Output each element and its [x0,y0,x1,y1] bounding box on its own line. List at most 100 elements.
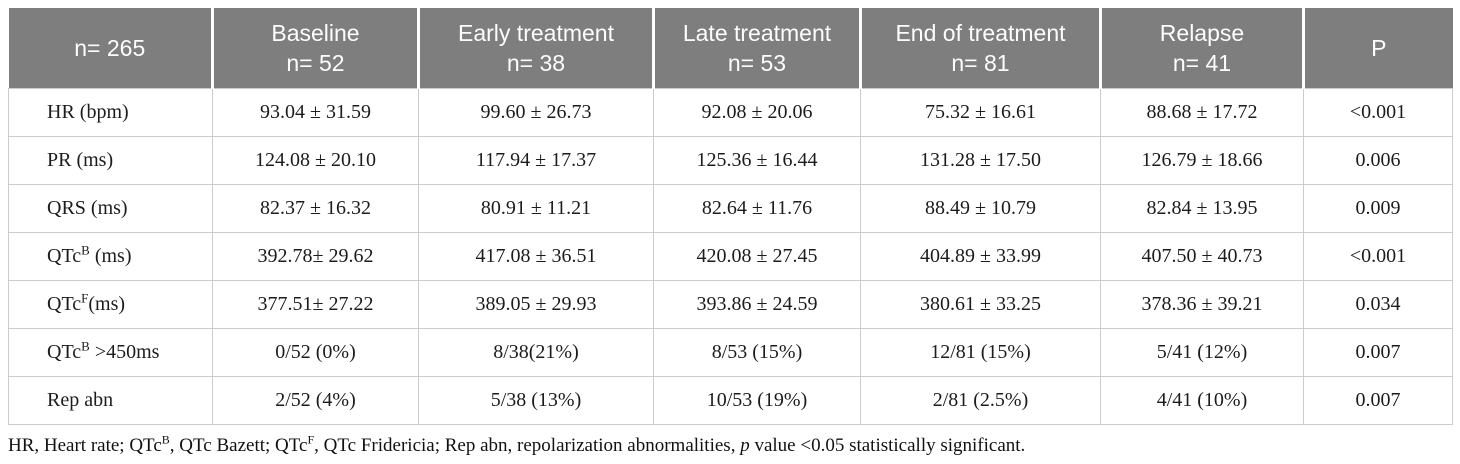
row-label: Rep abn [8,376,213,425]
row-label: QTcB (ms) [8,232,213,281]
cell-value: 407.50 ± 40.73 [1100,232,1304,281]
header-line: Early treatment [458,19,614,46]
cell-value: 82.84 ± 13.95 [1100,184,1304,233]
row-label: PR (ms) [8,136,213,185]
header-line: P [1371,34,1387,61]
cell-p-value: <0.001 [1303,88,1453,137]
row-label-text: QTc [47,293,82,315]
cell-value: 126.79 ± 18.66 [1100,136,1304,185]
cell-value: 404.89 ± 33.99 [860,232,1101,281]
table-body: HR (bpm) 93.04 ± 31.59 99.60 ± 26.73 92.… [8,88,1453,425]
header-row: n= 265 Baseline n= 52 Early treatment n=… [8,8,1453,89]
cell-p-value: 0.034 [1303,280,1453,329]
row-label: QTcF(ms) [8,280,213,329]
header-line: Baseline [271,19,360,46]
footnote-sup-b: B [161,432,170,447]
header-line: Late treatment [682,19,832,46]
table-row-pr: PR (ms) 124.08 ± 20.10 117.94 ± 17.37 12… [8,136,1453,185]
header-cell-end-of-treatment: End of treatment n= 81 [859,8,1101,89]
row-label: QTcB >450ms [8,328,213,377]
cell-value: 2/52 (4%) [212,376,419,425]
header-cell-relapse: Relapse n= 41 [1099,8,1304,89]
table-row-qtcf: QTcF(ms) 377.51± 27.22 389.05 ± 29.93 39… [8,280,1453,329]
ecg-parameters-table: n= 265 Baseline n= 52 Early treatment n=… [8,8,1453,425]
row-label: HR (bpm) [8,88,213,137]
cell-p-value: <0.001 [1303,232,1453,281]
cell-value: 92.08 ± 20.06 [653,88,861,137]
cell-value: 10/53 (19%) [653,376,861,425]
cell-value: 380.61 ± 33.25 [860,280,1101,329]
header-cell-early-treatment: Early treatment n= 38 [417,8,654,89]
cell-value: 99.60 ± 26.73 [418,88,654,137]
row-label-sup: B [81,242,90,258]
footnote-italic-p: p [740,435,750,456]
cell-value: 420.08 ± 27.45 [653,232,861,281]
row-label-sup: F [81,290,89,306]
cell-value: 389.05 ± 29.93 [418,280,654,329]
table-row-rep-abn: Rep abn 2/52 (4%) 5/38 (13%) 10/53 (19%)… [8,376,1453,425]
cell-p-value: 0.009 [1303,184,1453,233]
row-label-text: PR (ms) [47,149,114,171]
table-row-hr: HR (bpm) 93.04 ± 31.59 99.60 ± 26.73 92.… [8,88,1453,137]
cell-value: 417.08 ± 36.51 [418,232,654,281]
cell-value: 0/52 (0%) [212,328,419,377]
header-cell-baseline: Baseline n= 52 [211,8,419,89]
header-cell-late-treatment: Late treatment n= 53 [652,8,861,89]
cell-value: 125.36 ± 16.44 [653,136,861,185]
table-row-qtcb: QTcB (ms) 392.78± 29.62 417.08 ± 36.51 4… [8,232,1453,281]
cell-value: 75.32 ± 16.61 [860,88,1101,137]
cell-value: 80.91 ± 11.21 [418,184,654,233]
header-line: n= 53 [727,50,787,76]
row-label-text: HR (bpm) [47,101,129,123]
row-label-text: (ms) [88,293,126,315]
table-header: n= 265 Baseline n= 52 Early treatment n=… [8,8,1453,89]
header-line: End of treatment [895,19,1066,46]
header-line: n= 265 [74,34,146,61]
row-label: QRS (ms) [8,184,213,233]
header-cell-p-value: P [1302,8,1453,89]
table-footnote: HR, Heart rate; QTcB, QTc Bazett; QTcF, … [8,432,1452,457]
footnote-text: , QTc Bazett; QTc [169,435,308,456]
cell-p-value: 0.006 [1303,136,1453,185]
cell-value: 124.08 ± 20.10 [212,136,419,185]
header-line: n= 81 [951,50,1010,76]
cell-value: 131.28 ± 17.50 [860,136,1101,185]
cell-value: 393.86 ± 24.59 [653,280,861,329]
header-cell-n-total: n= 265 [8,8,213,89]
header-line: n= 38 [506,50,566,76]
table-row-qrs: QRS (ms) 82.37 ± 16.32 80.91 ± 11.21 82.… [8,184,1453,233]
cell-value: 93.04 ± 31.59 [212,88,419,137]
row-label-text: Rep abn [47,389,114,411]
cell-value: 88.49 ± 10.79 [860,184,1101,233]
cell-value: 8/53 (15%) [653,328,861,377]
header-line: Relapse [1159,19,1245,46]
footnote-text: value <0.05 statistically significant. [749,435,1026,456]
cell-value: 88.68 ± 17.72 [1100,88,1304,137]
header-line: n= 52 [286,50,345,76]
cell-value: 117.94 ± 17.37 [418,136,654,185]
cell-value: 377.51± 27.22 [212,280,419,329]
footnote-text: , QTc Fridericia; Rep abn, repolarizatio… [314,435,741,456]
cell-value: 378.36 ± 39.21 [1100,280,1304,329]
cell-value: 5/41 (12%) [1100,328,1304,377]
cell-value: 5/38 (13%) [418,376,654,425]
cell-value: 4/41 (10%) [1100,376,1304,425]
row-label-text: (ms) [89,245,132,267]
row-label-text: QRS (ms) [47,197,128,219]
cell-value: 82.64 ± 11.76 [653,184,861,233]
footnote-text: HR, Heart rate; QTc [8,435,162,456]
cell-value: 392.78± 29.62 [212,232,419,281]
cell-value: 82.37 ± 16.32 [212,184,419,233]
header-line: n= 41 [1172,50,1232,76]
row-label-text: >450ms [89,341,160,363]
footnote-sup-f: F [307,432,315,447]
table-row-qtcb-over-450: QTcB >450ms 0/52 (0%) 8/38(21%) 8/53 (15… [8,328,1453,377]
cell-p-value: 0.007 [1303,376,1453,425]
row-label-sup: B [81,338,90,354]
row-label-text: QTc [47,341,82,363]
cell-p-value: 0.007 [1303,328,1453,377]
cell-value: 12/81 (15%) [860,328,1101,377]
cell-value: 2/81 (2.5%) [860,376,1101,425]
cell-value: 8/38(21%) [418,328,654,377]
